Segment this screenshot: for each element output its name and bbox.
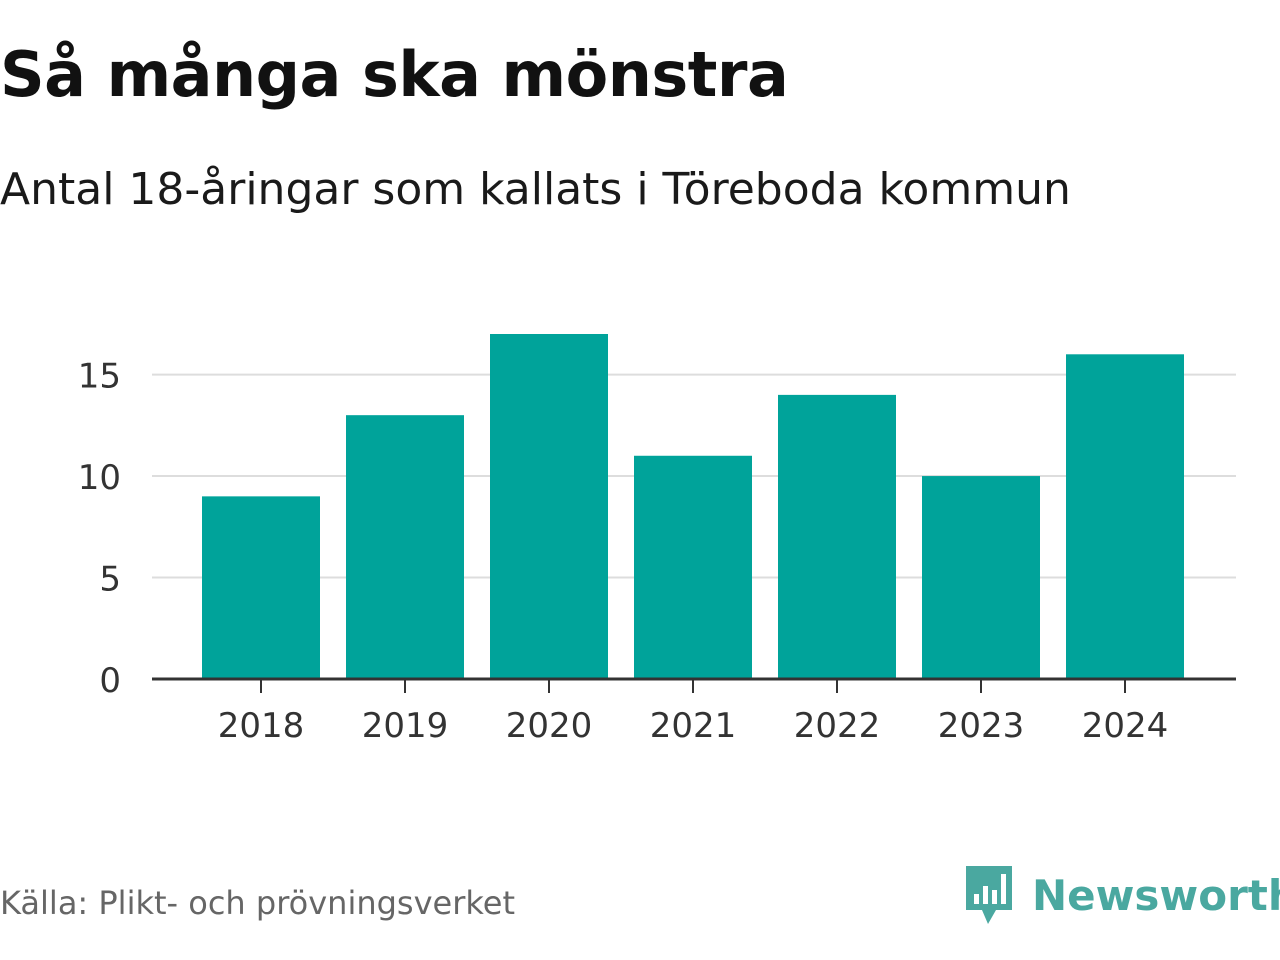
y-tick-label: 0 — [99, 661, 121, 701]
x-tick-label: 2020 — [506, 706, 593, 746]
bar-chart-bubble-icon — [966, 866, 1012, 924]
x-tick-label: 2022 — [794, 706, 881, 746]
y-tick-label: 15 — [78, 357, 121, 397]
y-tick-label: 5 — [99, 560, 121, 600]
chart-subtitle: Antal 18-åringar som kallats i Töreboda … — [0, 164, 1071, 215]
x-tick-label: 2021 — [650, 706, 737, 746]
bar — [490, 334, 608, 679]
x-tick-label: 2018 — [218, 706, 305, 746]
bar — [346, 415, 464, 679]
x-tick-label: 2024 — [1082, 706, 1169, 746]
y-tick-label: 10 — [78, 458, 121, 498]
bar — [634, 455, 752, 679]
chart-title: Så många ska mönstra — [0, 38, 789, 111]
brand-name: Newsworthy — [1032, 870, 1280, 920]
bar — [778, 394, 896, 679]
source-note: Källa: Plikt- och prövningsverket — [0, 884, 515, 922]
bar — [922, 476, 1040, 679]
x-tick-label: 2023 — [938, 706, 1025, 746]
bar — [1066, 354, 1184, 679]
brand-logo: Newsworthy — [964, 864, 1280, 926]
bar — [202, 496, 320, 679]
x-tick-label: 2019 — [362, 706, 449, 746]
